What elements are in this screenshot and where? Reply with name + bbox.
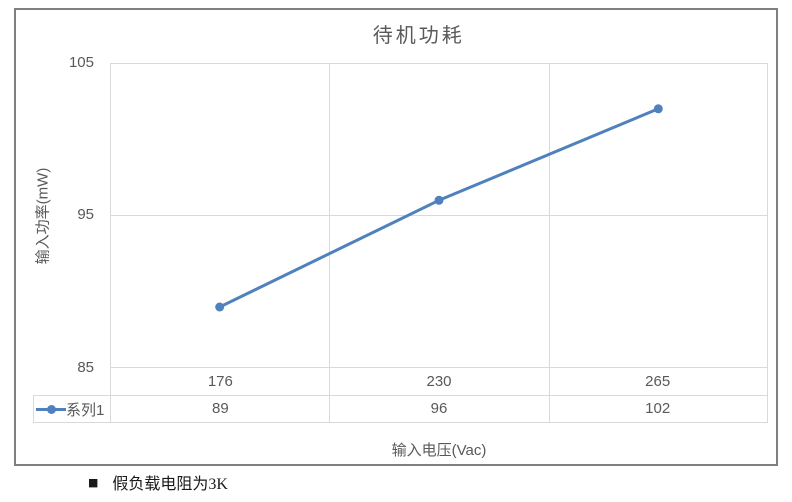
- vertical-gridline-1: [329, 63, 330, 423]
- data-table: 176 230 265 89 96 102: [110, 368, 768, 423]
- category-cell: 230: [426, 372, 452, 390]
- category-cell: 176: [207, 372, 233, 390]
- series-legend-key-icon: [36, 402, 66, 416]
- chart-title: 待机功耗: [372, 25, 465, 47]
- legend-dot-icon: [47, 405, 56, 414]
- legend-cell: 系列1: [33, 395, 111, 423]
- vertical-gridline-2: [549, 63, 550, 423]
- category-cell: 265: [645, 372, 671, 390]
- legend-label: 系列1: [66, 401, 105, 419]
- data-point-marker: [434, 195, 444, 205]
- horizontal-gridline: [110, 215, 768, 216]
- category-row: 176 230 265: [111, 368, 767, 395]
- value-cell: 96: [430, 400, 448, 418]
- value-cell: 102: [645, 400, 671, 418]
- y-tick-85: 85: [77, 359, 94, 376]
- square-bullet-icon: ■: [88, 475, 99, 489]
- series-line: [218, 107, 660, 309]
- data-point-marker: [215, 302, 225, 312]
- data-point-marker: [653, 104, 663, 114]
- x-axis-title: 输入电压(Vac): [391, 442, 487, 459]
- y-tick-95: 95: [77, 206, 94, 223]
- footnote-text: 假负载电阻为3K: [112, 476, 228, 493]
- value-cell: 89: [211, 400, 229, 418]
- series-plot: [215, 104, 663, 312]
- footnote: ■ 假负载电阻为3K: [88, 470, 228, 494]
- value-row: 89 96 102: [111, 394, 767, 423]
- chart-frame: 待机功耗 输入功率(mW) 105 95 85 176 230 265 89 9…: [14, 8, 778, 466]
- y-tick-105: 105: [68, 54, 94, 71]
